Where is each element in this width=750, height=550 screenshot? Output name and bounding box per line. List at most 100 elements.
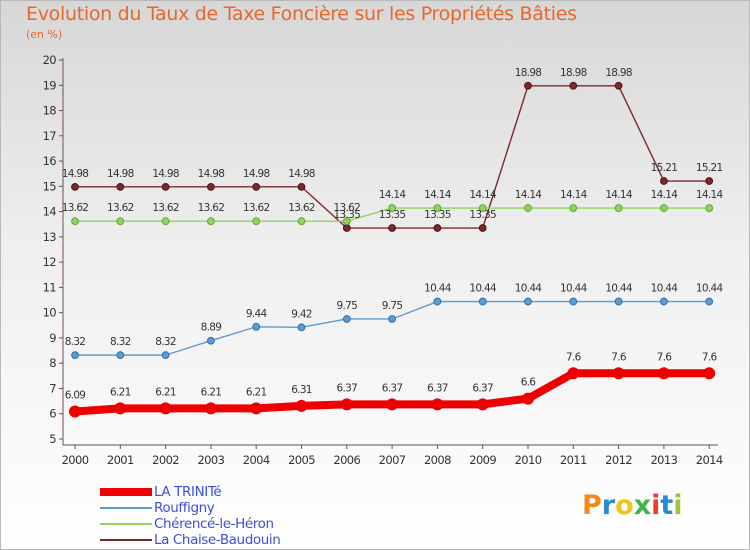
y-tick-label: 17: [43, 129, 57, 143]
data-label-la-trinite: 6.21: [155, 386, 176, 398]
data-point-la-chaise-baudouin: [116, 182, 125, 191]
data-point-la-chaise-baudouin: [161, 182, 170, 191]
data-label-la-chaise-baudouin: 18.98: [605, 67, 632, 79]
data-label-la-chaise-baudouin: 14.98: [288, 168, 315, 180]
chart-title: Evolution du Taux de Taxe Foncière sur l…: [26, 3, 577, 25]
data-label-cherence-le-heron: 13.62: [152, 202, 179, 214]
x-tick-label: 2006: [333, 453, 360, 467]
data-point-la-chaise-baudouin: [71, 182, 79, 191]
legend-swatch-rouffigny: [100, 507, 152, 509]
logo-letter: r: [601, 490, 616, 521]
data-point-cherence-le-heron: [478, 204, 487, 212]
y-tick-label: 20: [43, 53, 57, 67]
data-point-la-chaise-baudouin: [524, 81, 532, 90]
legend-item-cherence-le-heron[interactable]: Chérencé-le-Héron: [100, 516, 360, 532]
data-label-rouffigny: 10.44: [469, 283, 497, 295]
x-tick-label: 2005: [288, 453, 315, 467]
data-point-la-trinite: [295, 399, 308, 412]
y-tick-label: 12: [43, 255, 57, 269]
legend-swatch-cherence-le-heron: [100, 523, 152, 525]
data-point-la-trinite: [657, 367, 670, 380]
data-point-rouffigny: [705, 297, 714, 306]
data-point-cherence-le-heron: [660, 204, 668, 212]
data-point-cherence-le-heron: [614, 204, 623, 212]
y-tick-label: 7: [49, 381, 56, 395]
data-point-la-trinite: [114, 402, 127, 415]
logo-letter: P: [582, 490, 602, 521]
x-tick-label: 2002: [152, 453, 179, 467]
x-tick-label: 2008: [424, 453, 451, 467]
data-label-cherence-le-heron: 14.14: [696, 189, 724, 201]
data-label-rouffigny: 9.75: [337, 300, 358, 312]
legend-label: Chérencé-le-Héron: [154, 516, 274, 532]
x-tick-label: 2001: [107, 453, 134, 467]
data-label-cherence-le-heron: 14.14: [515, 189, 543, 201]
data-point-la-trinite: [69, 405, 81, 418]
data-label-la-trinite: 6.09: [65, 389, 86, 401]
data-point-la-chaise-baudouin: [478, 224, 487, 232]
data-point-la-trinite: [567, 367, 580, 380]
data-point-la-chaise-baudouin: [705, 177, 714, 185]
data-point-cherence-le-heron: [705, 204, 714, 212]
data-point-rouffigny: [478, 297, 487, 306]
data-label-la-chaise-baudouin: 15.21: [696, 162, 723, 174]
data-point-cherence-le-heron: [388, 204, 397, 212]
data-label-rouffigny: 10.44: [515, 283, 543, 295]
y-tick-label: 13: [43, 230, 57, 244]
data-point-la-trinite: [476, 398, 489, 411]
data-point-la-trinite: [522, 392, 534, 405]
data-point-la-trinite: [386, 398, 399, 411]
data-label-la-trinite: 7.6: [702, 351, 718, 363]
data-label-cherence-le-heron: 13.62: [243, 202, 270, 214]
data-point-rouffigny: [660, 297, 668, 306]
data-label-la-chaise-baudouin: 18.98: [560, 67, 587, 79]
data-point-la-chaise-baudouin: [614, 81, 623, 90]
data-label-rouffigny: 8.32: [110, 336, 131, 348]
data-point-la-trinite: [340, 398, 353, 411]
data-label-cherence-le-heron: 13.62: [107, 202, 134, 214]
data-label-rouffigny: 10.44: [605, 283, 633, 295]
data-point-cherence-le-heron: [207, 217, 215, 226]
data-label-la-trinite: 6.6: [521, 377, 537, 389]
data-label-cherence-le-heron: 14.14: [424, 189, 452, 201]
data-label-la-trinite: 7.6: [611, 351, 627, 363]
data-label-cherence-le-heron: 13.62: [288, 202, 315, 214]
x-tick-label: 2013: [650, 453, 677, 467]
data-point-la-trinite: [612, 367, 625, 380]
data-label-rouffigny: 10.44: [651, 283, 679, 295]
data-point-rouffigny: [388, 315, 397, 323]
data-label-cherence-le-heron: 14.14: [651, 189, 679, 201]
data-point-cherence-le-heron: [524, 204, 532, 212]
data-point-la-trinite: [159, 402, 172, 415]
data-point-la-chaise-baudouin: [388, 224, 397, 232]
y-tick-label: 10: [43, 306, 57, 320]
legend-item-la-chaise-baudouin[interactable]: La Chaise-Baudouin: [100, 532, 360, 548]
data-point-rouffigny: [614, 297, 623, 306]
data-label-rouffigny: 8.32: [155, 336, 176, 348]
data-point-la-chaise-baudouin: [660, 177, 668, 185]
data-label-la-trinite: 6.31: [291, 384, 312, 396]
legend-item-la-trinite[interactable]: LA TRINITé: [100, 484, 360, 500]
data-point-la-chaise-baudouin: [252, 182, 261, 191]
y-tick-label: 9: [49, 331, 56, 345]
data-label-cherence-le-heron: 13.62: [198, 202, 225, 214]
data-label-la-chaise-baudouin: 13.35: [334, 209, 361, 221]
data-point-cherence-le-heron: [161, 217, 170, 226]
legend-item-rouffigny[interactable]: Rouffigny: [100, 500, 360, 516]
logo-letter: x: [633, 490, 652, 521]
data-point-rouffigny: [252, 322, 261, 331]
data-label-rouffigny: 8.32: [65, 336, 86, 348]
data-label-la-trinite: 6.37: [337, 382, 358, 394]
data-point-la-trinite: [250, 402, 263, 415]
data-label-la-chaise-baudouin: 14.98: [198, 168, 225, 180]
data-label-la-chaise-baudouin: 13.35: [424, 209, 451, 221]
data-label-la-chaise-baudouin: 14.98: [62, 168, 89, 180]
legend-swatch-la-trinite: [100, 488, 152, 496]
data-point-rouffigny: [116, 351, 125, 360]
data-point-cherence-le-heron: [71, 217, 79, 226]
x-tick-label: 2004: [243, 453, 270, 467]
data-point-cherence-le-heron: [297, 217, 306, 226]
data-label-la-trinite: 7.6: [657, 351, 673, 363]
data-label-la-chaise-baudouin: 18.98: [515, 67, 542, 79]
